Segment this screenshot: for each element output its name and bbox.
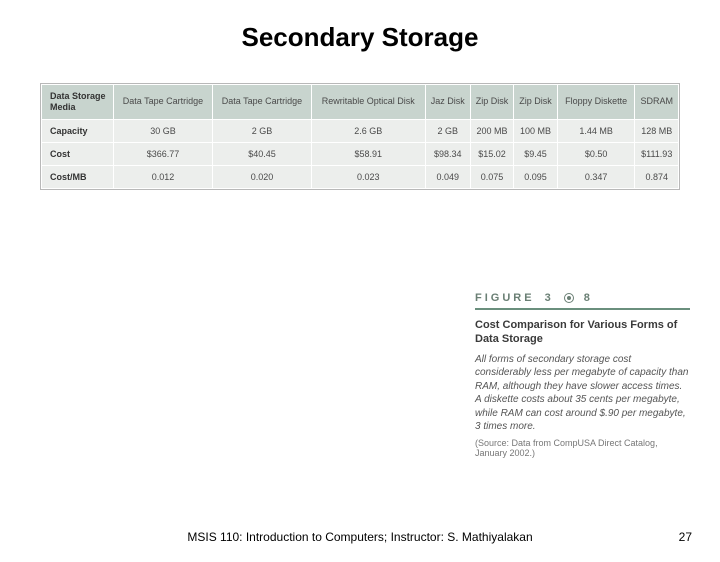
cell: 2.6 GB xyxy=(311,119,425,142)
col-header: Floppy Diskette xyxy=(557,85,635,120)
figure-body: All forms of secondary storage cost cons… xyxy=(475,353,690,434)
col-header: Zip Disk xyxy=(470,85,513,120)
col-header: Zip Disk xyxy=(514,85,557,120)
cell: 0.020 xyxy=(212,165,311,188)
col-header: Data Tape Cartridge xyxy=(114,85,213,120)
footer-course: MSIS 110: Introduction to Computers; Ins… xyxy=(0,530,720,544)
cell: 2 GB xyxy=(425,119,470,142)
cell: 30 GB xyxy=(114,119,213,142)
cell: $98.34 xyxy=(425,142,470,165)
cell: 0.874 xyxy=(635,165,679,188)
figure-rule xyxy=(475,308,690,310)
table-row: Cost/MB 0.012 0.020 0.023 0.049 0.075 0.… xyxy=(42,165,679,188)
dot-icon xyxy=(564,293,574,303)
figure-label: FIGURE 3 8 xyxy=(475,292,690,304)
col-header: Rewritable Optical Disk xyxy=(311,85,425,120)
cell: 0.075 xyxy=(470,165,513,188)
figure-num-right: 8 xyxy=(584,292,593,304)
row-header: Data Storage Media xyxy=(42,85,114,120)
table-row: Cost $366.77 $40.45 $58.91 $98.34 $15.02… xyxy=(42,142,679,165)
row-header: Cost/MB xyxy=(42,165,114,188)
cell: 128 MB xyxy=(635,119,679,142)
slide-title: Secondary Storage xyxy=(0,22,720,53)
footer-page-number: 27 xyxy=(679,530,692,544)
cell: $58.91 xyxy=(311,142,425,165)
cell: 0.012 xyxy=(114,165,213,188)
slide-footer: MSIS 110: Introduction to Computers; Ins… xyxy=(0,530,720,544)
table-header-row: Data Storage Media Data Tape Cartridge D… xyxy=(42,85,679,120)
cell: 2 GB xyxy=(212,119,311,142)
cell: 0.049 xyxy=(425,165,470,188)
cell: $15.02 xyxy=(470,142,513,165)
figure-source: (Source: Data from CompUSA Direct Catalo… xyxy=(475,438,690,458)
cell: $9.45 xyxy=(514,142,557,165)
storage-table: Data Storage Media Data Tape Cartridge D… xyxy=(40,83,680,190)
cell: 0.023 xyxy=(311,165,425,188)
cell: $0.50 xyxy=(557,142,635,165)
col-header: SDRAM xyxy=(635,85,679,120)
col-header: Jaz Disk xyxy=(425,85,470,120)
cell: 0.095 xyxy=(514,165,557,188)
figure-num-left: 3 xyxy=(545,292,554,304)
cell: 100 MB xyxy=(514,119,557,142)
col-header: Data Tape Cartridge xyxy=(212,85,311,120)
cell: 1.44 MB xyxy=(557,119,635,142)
figure-label-text: FIGURE xyxy=(475,292,535,304)
cell: $40.45 xyxy=(212,142,311,165)
row-header: Capacity xyxy=(42,119,114,142)
figure-title: Cost Comparison for Various Forms of Dat… xyxy=(475,318,690,347)
table-row: Capacity 30 GB 2 GB 2.6 GB 2 GB 200 MB 1… xyxy=(42,119,679,142)
row-header: Cost xyxy=(42,142,114,165)
cell: 0.347 xyxy=(557,165,635,188)
figure-caption: FIGURE 3 8 Cost Comparison for Various F… xyxy=(475,292,690,458)
cell: $111.93 xyxy=(635,142,679,165)
cell: 200 MB xyxy=(470,119,513,142)
cell: $366.77 xyxy=(114,142,213,165)
